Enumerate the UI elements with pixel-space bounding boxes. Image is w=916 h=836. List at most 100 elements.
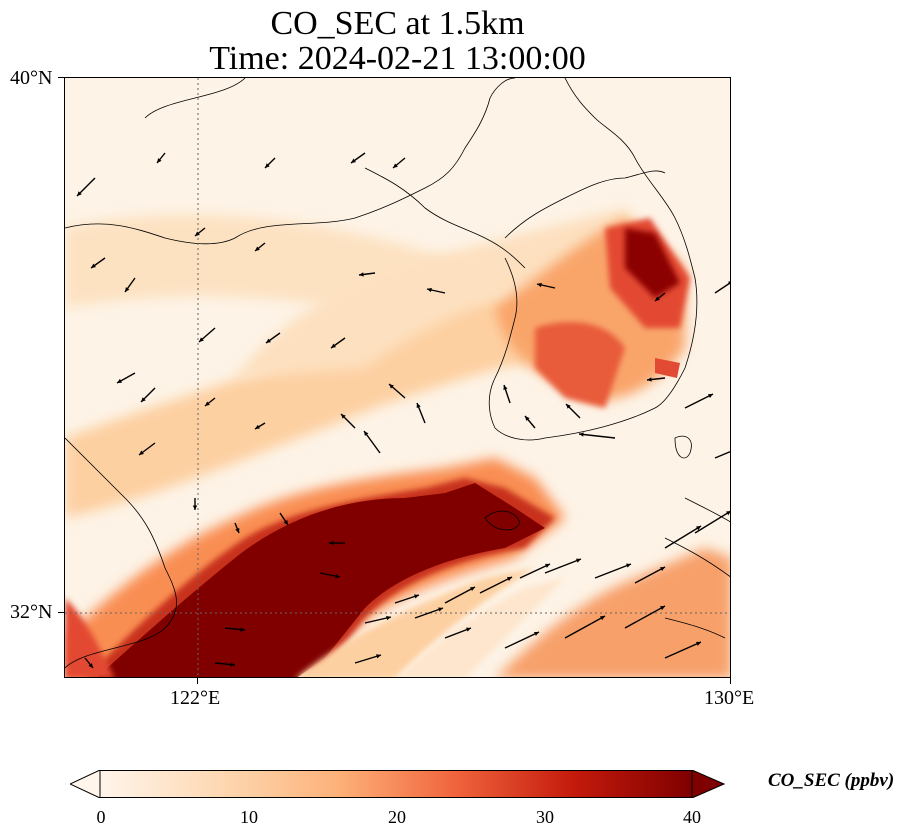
wind-vector-head xyxy=(235,528,240,533)
wind-vector xyxy=(684,393,714,409)
wind-vector-head xyxy=(255,246,260,251)
wind-vector xyxy=(714,282,730,294)
colorbar-label: CO_SEC (ppbv) xyxy=(768,770,895,791)
map-title-line1: CO_SEC at 1.5km xyxy=(270,5,525,42)
wind-vector-head xyxy=(389,384,394,389)
colorbar-tick-0: 0 xyxy=(96,807,106,827)
wind-vector-head xyxy=(125,287,130,292)
wind-vector-head xyxy=(329,540,334,546)
co-concentration-field xyxy=(65,78,730,677)
wind-vector xyxy=(694,510,730,534)
wind-vector-head xyxy=(255,424,260,429)
wind-vector-head xyxy=(88,663,93,668)
wind-vector-head xyxy=(77,191,82,196)
gridlines xyxy=(65,78,730,677)
colorbar-tick-10: 10 xyxy=(240,807,258,827)
wind-vector-head xyxy=(205,401,210,406)
wind-vector-head xyxy=(534,631,539,636)
lat-label-40: 40°N xyxy=(10,67,53,89)
wind-vector xyxy=(444,627,472,639)
wind-vector-head xyxy=(393,163,398,168)
wind-vector-head xyxy=(192,505,198,510)
wind-vector-head xyxy=(660,606,665,611)
wind-vector-head xyxy=(91,263,96,268)
wind-vector xyxy=(564,615,606,639)
wind-vector-head xyxy=(416,403,421,408)
wind-vector xyxy=(664,641,702,659)
map-panel[interactable] xyxy=(64,77,731,678)
colorbar-gradient xyxy=(100,770,692,798)
wind-vector xyxy=(363,430,381,454)
wind-vector xyxy=(414,607,444,619)
lon-label-130: 130°E xyxy=(704,687,755,709)
wind-vector-head xyxy=(240,627,245,632)
lon-tick-130 xyxy=(730,678,731,684)
wind-vector xyxy=(634,566,666,584)
wind-vector-head xyxy=(351,158,356,163)
wind-vector-head xyxy=(376,654,381,659)
wind-vector-head xyxy=(141,397,146,402)
lon-tick-122 xyxy=(197,678,198,684)
wind-vector xyxy=(354,654,382,664)
wind-vector-head xyxy=(139,450,144,455)
wind-vector xyxy=(504,631,540,649)
wind-vector xyxy=(519,563,551,579)
map-canvas xyxy=(65,78,730,677)
wind-vector-head xyxy=(414,594,419,599)
wind-vector-head xyxy=(537,282,542,288)
wind-vector-head xyxy=(507,577,512,581)
wind-vector-head xyxy=(364,431,369,436)
wind-vector-head xyxy=(265,163,270,168)
wind-vector-head xyxy=(195,231,200,236)
wind-vector-head xyxy=(696,641,701,646)
wind-vector-head xyxy=(726,511,730,516)
wind-vector xyxy=(544,558,582,574)
colorbar-tick-30: 30 xyxy=(536,807,554,827)
wind-vector xyxy=(444,586,476,604)
lat-tick-40 xyxy=(58,77,64,78)
wind-vector-head xyxy=(283,520,288,525)
wind-vector xyxy=(594,563,632,579)
wind-vector-head xyxy=(157,158,162,163)
lat-label-32: 32°N xyxy=(10,601,53,623)
coastlines xyxy=(65,78,730,669)
wind-vector-head xyxy=(579,432,584,437)
colorbar-extend-high xyxy=(691,770,725,798)
colorbar-tick-20: 20 xyxy=(388,807,406,827)
wind-vector-head xyxy=(335,573,340,579)
colorbar-extend-low xyxy=(70,770,101,798)
wind-vector-head xyxy=(626,563,631,568)
wind-vector-head xyxy=(230,662,235,667)
colorbar xyxy=(70,770,725,798)
wind-vector xyxy=(479,576,513,594)
wind-vector-head xyxy=(600,616,605,621)
wind-vector xyxy=(624,605,666,629)
wind-vector-head xyxy=(466,627,471,632)
wind-vector-head xyxy=(708,394,713,398)
map-title-line2: Time: 2024-02-21 13:00:00 xyxy=(209,40,586,77)
wind-vector-head xyxy=(199,337,204,342)
wind-vector-head xyxy=(566,404,571,409)
wind-vector xyxy=(578,433,616,439)
wind-vector-head xyxy=(525,416,530,421)
wind-vector-head xyxy=(503,385,508,390)
wind-vector-head xyxy=(470,587,475,592)
wind-vector-head xyxy=(341,414,346,419)
wind-vector-head xyxy=(655,296,660,301)
wind-vector-head xyxy=(117,378,122,383)
wind-vector xyxy=(714,450,730,459)
wind-vector-head xyxy=(660,567,665,572)
wind-vector-head xyxy=(359,272,364,277)
wind-vector-head xyxy=(545,563,550,568)
wind-vector-head xyxy=(576,558,581,563)
wind-vector-head xyxy=(331,343,336,348)
wind-vector-head xyxy=(728,281,730,285)
wind-vector-head xyxy=(696,526,701,531)
wind-vector xyxy=(664,525,702,549)
lat-tick-32 xyxy=(58,612,64,613)
wind-vector-head xyxy=(438,607,443,612)
wind-vector-head xyxy=(386,615,391,621)
wind-vectors xyxy=(76,152,730,669)
wind-vector-head xyxy=(427,287,432,293)
wind-vector-head xyxy=(647,377,652,382)
